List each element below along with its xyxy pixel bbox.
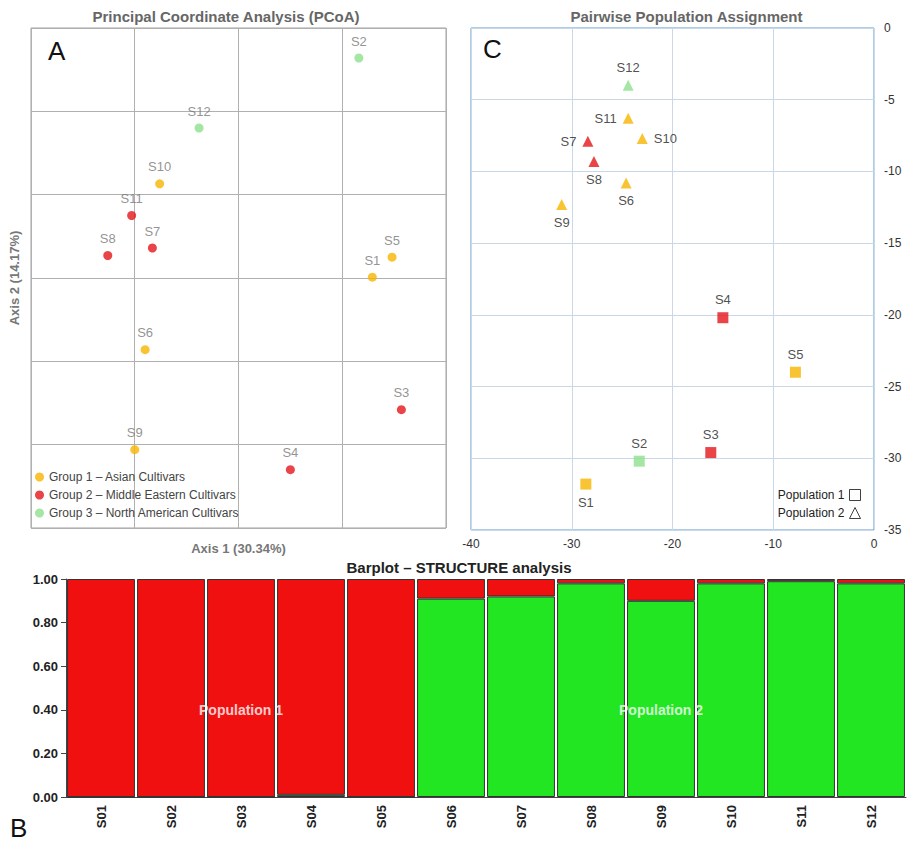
svg-text:-30: -30 [884, 451, 902, 465]
svg-text:S4: S4 [282, 445, 298, 460]
svg-text:S12: S12 [864, 805, 879, 828]
svg-text:0.80: 0.80 [33, 615, 58, 630]
svg-text:-15: -15 [884, 236, 902, 250]
svg-text:Axis 2 (14.17%): Axis 2 (14.17%) [7, 231, 22, 326]
svg-text:S3: S3 [703, 427, 719, 442]
svg-text:S3: S3 [393, 385, 409, 400]
svg-text:0.00: 0.00 [33, 790, 58, 805]
svg-text:S12: S12 [188, 104, 211, 119]
svg-text:S07: S07 [514, 805, 529, 828]
svg-text:S8: S8 [100, 231, 116, 246]
svg-text:Group 2 – Middle Eastern Culti: Group 2 – Middle Eastern Cultivars [49, 488, 236, 502]
svg-text:S09: S09 [654, 805, 669, 828]
svg-text:0: 0 [884, 21, 891, 35]
svg-text:S11: S11 [594, 111, 616, 126]
svg-text:S7: S7 [560, 134, 576, 149]
svg-text:S1: S1 [578, 495, 594, 510]
svg-text:-20: -20 [664, 537, 682, 551]
svg-text:S6: S6 [618, 193, 634, 208]
svg-text:S01: S01 [94, 805, 109, 828]
svg-text:0.40: 0.40 [33, 702, 58, 717]
svg-text:A: A [48, 36, 66, 66]
svg-text:Principal Coordinate Analysis: Principal Coordinate Analysis (PCoA) [93, 8, 360, 25]
svg-text:-5: -5 [884, 93, 895, 107]
svg-text:Group 3 – North American Culti: Group 3 – North American Cultivars [49, 506, 238, 520]
svg-text:S8: S8 [586, 172, 602, 187]
svg-text:S06: S06 [444, 805, 459, 828]
svg-text:S08: S08 [584, 805, 599, 828]
svg-text:S10: S10 [654, 131, 677, 146]
svg-text:Population 1: Population 1 [199, 702, 283, 718]
svg-text:S7: S7 [144, 224, 160, 239]
svg-text:S10: S10 [148, 159, 171, 174]
svg-text:-35: -35 [884, 523, 902, 537]
svg-text:0.20: 0.20 [33, 746, 58, 761]
svg-text:S6: S6 [137, 325, 153, 340]
svg-text:Group 1 – Asian Cultivars: Group 1 – Asian Cultivars [49, 470, 185, 484]
svg-text:Pairwise Population Assignment: Pairwise Population Assignment [571, 8, 803, 25]
svg-text:Axis 1 (30.34%): Axis 1 (30.34%) [191, 541, 286, 556]
svg-text:S02: S02 [164, 805, 179, 828]
svg-text:-25: -25 [884, 380, 902, 394]
svg-text:B: B [10, 813, 27, 843]
svg-text:S11: S11 [794, 805, 809, 827]
svg-text:S03: S03 [234, 805, 249, 828]
svg-text:-10: -10 [884, 164, 902, 178]
svg-text:S05: S05 [374, 805, 389, 828]
svg-text:Population 2: Population 2 [619, 702, 703, 718]
svg-text:S11: S11 [121, 191, 143, 206]
svg-text:S12: S12 [617, 60, 640, 75]
svg-text:S10: S10 [724, 805, 739, 828]
svg-text:-40: -40 [462, 537, 480, 551]
svg-text:0.60: 0.60 [33, 659, 58, 674]
svg-text:S5: S5 [384, 233, 400, 248]
svg-text:S2: S2 [351, 34, 367, 49]
svg-text:Population 2: Population 2 [778, 506, 845, 520]
svg-text:S04: S04 [304, 804, 319, 828]
svg-text:-30: -30 [563, 537, 581, 551]
svg-text:C: C [483, 34, 502, 64]
svg-text:S9: S9 [554, 215, 570, 230]
svg-text:Barplot – STRUCTURE analysis: Barplot – STRUCTURE analysis [346, 559, 571, 576]
svg-text:-10: -10 [765, 537, 783, 551]
svg-text:1.00: 1.00 [33, 572, 58, 587]
svg-text:-20: -20 [884, 308, 902, 322]
svg-text:S9: S9 [127, 425, 143, 440]
svg-text:Population 1: Population 1 [778, 488, 845, 502]
svg-text:S1: S1 [364, 253, 380, 268]
svg-text:0: 0 [871, 537, 878, 551]
svg-text:S4: S4 [715, 292, 731, 307]
svg-text:S5: S5 [787, 347, 803, 362]
svg-text:S2: S2 [631, 436, 647, 451]
